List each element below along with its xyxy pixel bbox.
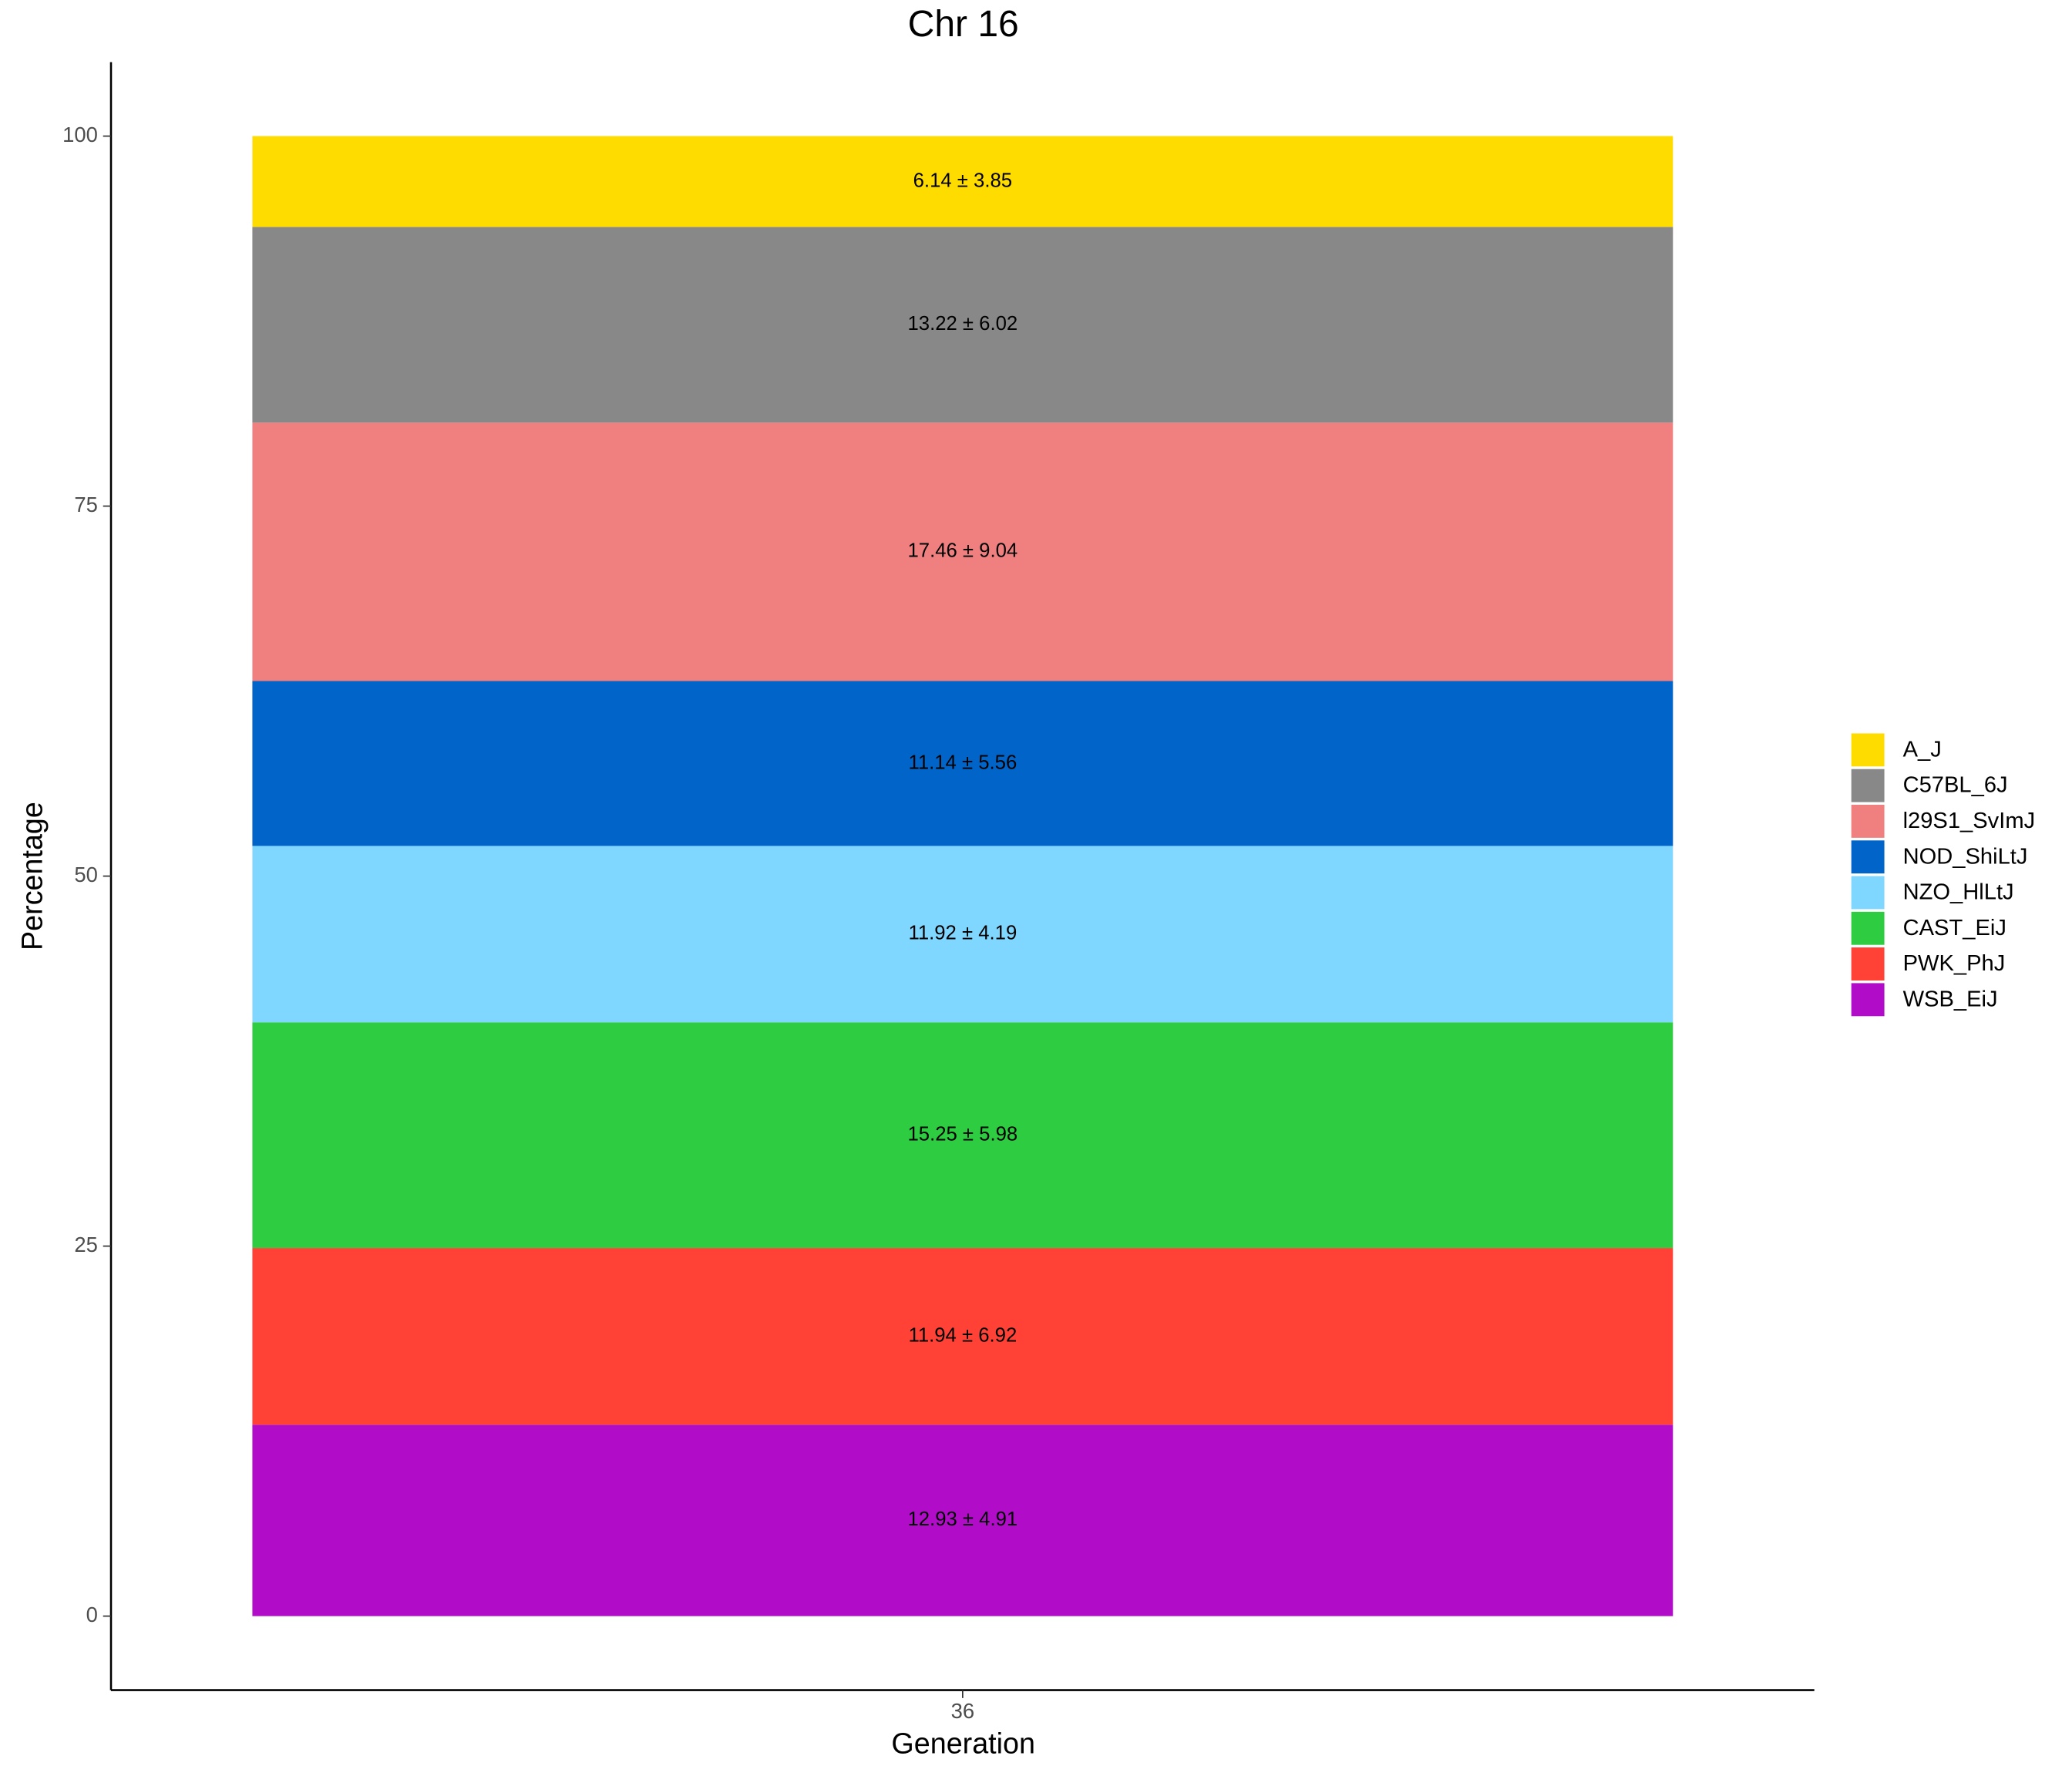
bar-segment: [252, 227, 1673, 423]
bar-segment: [252, 1424, 1673, 1616]
legend-key: [1851, 733, 1885, 767]
value-label: 17.46 ± 9.04: [907, 540, 1018, 562]
x-tick-label: 36: [951, 1699, 974, 1723]
bar-segment: [252, 136, 1673, 227]
legend-label: A_J: [1903, 737, 1942, 762]
value-label: 15.25 ± 5.98: [907, 1123, 1018, 1145]
legend-key: [1851, 840, 1885, 874]
bar-segment: [252, 1022, 1673, 1249]
chart-title: Chr 16: [908, 4, 1019, 45]
legend-key: [1851, 911, 1885, 945]
legend-key: [1851, 947, 1885, 980]
y-tick-label: 25: [74, 1233, 97, 1256]
value-label: 12.93 ± 4.91: [907, 1509, 1018, 1530]
legend-label: NZO_HlLtJ: [1903, 880, 2014, 905]
y-tick-label: 50: [74, 863, 97, 886]
y-axis-title: Percentage: [16, 802, 49, 950]
x-axis-title: Generation: [891, 1727, 1035, 1760]
bar-segment: [252, 1248, 1673, 1425]
legend-label: NOD_ShiLtJ: [1903, 844, 2028, 869]
legend-key: [1851, 805, 1885, 838]
bar-segment: [252, 846, 1673, 1023]
legend-label: PWK_PhJ: [1903, 951, 2006, 976]
bar-segment: [252, 681, 1673, 846]
legend-key: [1851, 876, 1885, 910]
y-tick-label: 100: [62, 123, 98, 146]
value-label: 13.22 ± 6.02: [907, 313, 1018, 335]
legend-label: C57BL_6J: [1903, 773, 2008, 798]
bar-segment: [252, 422, 1673, 681]
value-label: 11.92 ± 4.19: [908, 923, 1017, 944]
value-label: 6.14 ± 3.85: [913, 170, 1012, 191]
value-label: 11.14 ± 5.56: [908, 752, 1017, 773]
value-label: 11.94 ± 6.92: [908, 1324, 1017, 1346]
legend-key: [1851, 983, 1885, 1017]
y-tick-label: 75: [74, 493, 97, 516]
legend-label: l29S1_SvImJ: [1903, 809, 2036, 833]
legend-key: [1851, 769, 1885, 802]
legend-label: WSB_EiJ: [1903, 987, 1998, 1011]
y-tick-label: 0: [86, 1603, 98, 1626]
legend-label: CAST_EiJ: [1903, 916, 2006, 940]
